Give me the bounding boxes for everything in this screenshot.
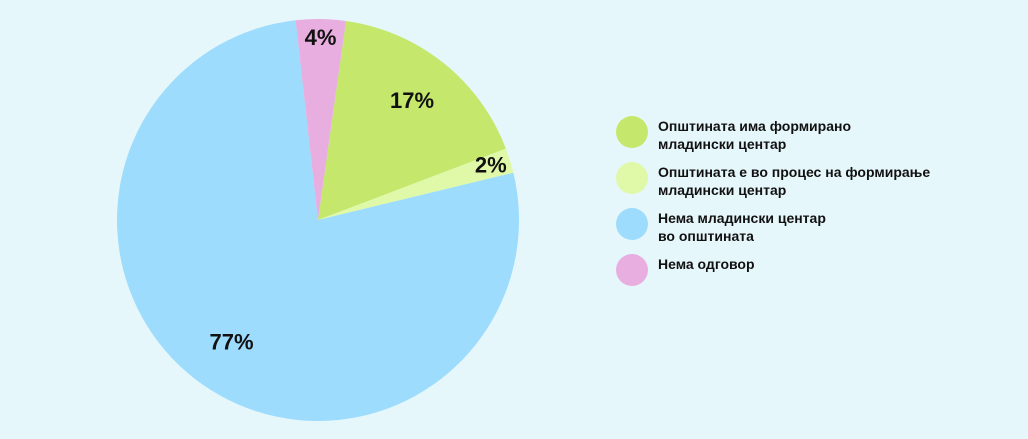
legend-swatch [616,116,648,148]
pie-slice [318,148,514,220]
legend-label: Општината е во процес на формирање млади… [658,164,931,198]
legend-item: Нема младински центар во општината [616,208,930,254]
legend-label: Нема младински центар во општината [658,210,826,244]
legend-swatch [616,208,648,240]
legend-swatch [616,162,648,194]
legend-item: Нема одговор [616,254,930,300]
pie-slice [318,20,506,221]
pie-slice [116,20,519,422]
value-label: 4% [305,25,337,50]
legend-item: Општината има формирано младински центар [616,116,930,162]
value-label: 2% [475,152,507,177]
legend-label: Нема одговор [658,256,755,272]
legend-item: Општината е во процес на формирање млади… [616,162,930,208]
value-label: 77% [210,329,254,354]
legend-swatch [616,254,648,286]
legend-label: Општината има формирано младински центар [658,118,851,152]
legend: Општината има формирано младински центар… [616,116,930,300]
pie-slice [295,19,346,221]
value-label: 17% [390,88,434,113]
